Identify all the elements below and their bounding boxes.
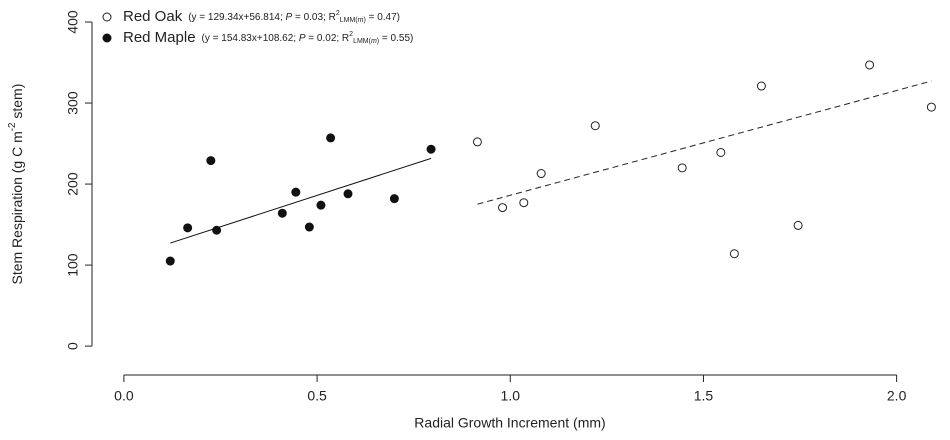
- y-tick-label: 300: [65, 91, 81, 115]
- point: [316, 200, 326, 210]
- point: [426, 144, 436, 154]
- point: [498, 203, 508, 213]
- x-tick-label: 1.0: [501, 388, 521, 404]
- point: [536, 169, 546, 179]
- text-part: (y = 154.83x+108.62;: [202, 33, 299, 44]
- point: [519, 198, 529, 208]
- text-part: = 0.02; R: [306, 33, 350, 44]
- point: [472, 137, 482, 147]
- point: [291, 187, 301, 197]
- y-tick-label: 100: [65, 253, 81, 277]
- text-part: stem): [9, 84, 25, 123]
- legend-label: Red Oak: [123, 8, 183, 25]
- y-tick-label: 400: [65, 10, 81, 34]
- x-tick-label: 0.5: [307, 388, 327, 404]
- superscript: -2: [7, 123, 18, 132]
- point: [716, 147, 726, 157]
- x-tick-label: 1.5: [694, 388, 714, 404]
- legend-annotation: (y = 129.34x+56.814; P = 0.03; R2LMM(m) …: [188, 10, 400, 24]
- point: [165, 256, 175, 266]
- subscript: ): [363, 17, 365, 24]
- y-axis-label: Stem Respiration (g C m-2 stem): [7, 84, 25, 285]
- subscript: m: [358, 17, 364, 24]
- legend-annotation: (y = 154.83x+108.62; P = 0.02; R2LMM(m) …: [202, 31, 414, 45]
- y-tick-label: 0: [65, 342, 81, 350]
- y-tick-label: 200: [65, 172, 81, 196]
- legend-marker: [102, 33, 112, 43]
- subscript: LMM(: [353, 38, 372, 45]
- point: [304, 222, 314, 232]
- superscript: 2: [349, 31, 353, 38]
- x-axis-label: Radial Growth Increment (mm): [414, 415, 605, 431]
- point: [793, 220, 803, 230]
- text-part: = 0.55): [379, 33, 413, 44]
- text-part: = 0.03; R: [292, 12, 336, 23]
- point: [183, 223, 193, 233]
- legend-marker: [102, 12, 112, 22]
- point: [756, 81, 766, 91]
- point: [389, 194, 399, 204]
- point: [206, 156, 216, 166]
- point: [212, 225, 222, 235]
- subscript: ): [377, 38, 379, 45]
- point: [343, 189, 353, 199]
- text-part: (y = 129.34x+56.814;: [188, 12, 285, 23]
- point: [677, 163, 687, 173]
- text-part: P: [286, 12, 293, 23]
- text-part: P: [299, 33, 306, 44]
- point: [865, 60, 875, 70]
- superscript: 2: [336, 10, 340, 17]
- legend-label: Red Maple: [123, 29, 196, 46]
- point: [277, 208, 287, 218]
- subscript: LMM(: [340, 17, 359, 24]
- point: [926, 102, 936, 112]
- point: [729, 249, 739, 259]
- subscript: m: [371, 38, 377, 45]
- text-part: = 0.47): [366, 12, 400, 23]
- point: [590, 121, 600, 131]
- x-tick-label: 2.0: [887, 388, 907, 404]
- text-part: Stem Respiration (g C m: [9, 131, 25, 284]
- x-tick-label: 0.0: [114, 388, 134, 404]
- fit-line: [477, 80, 932, 205]
- point: [326, 133, 336, 143]
